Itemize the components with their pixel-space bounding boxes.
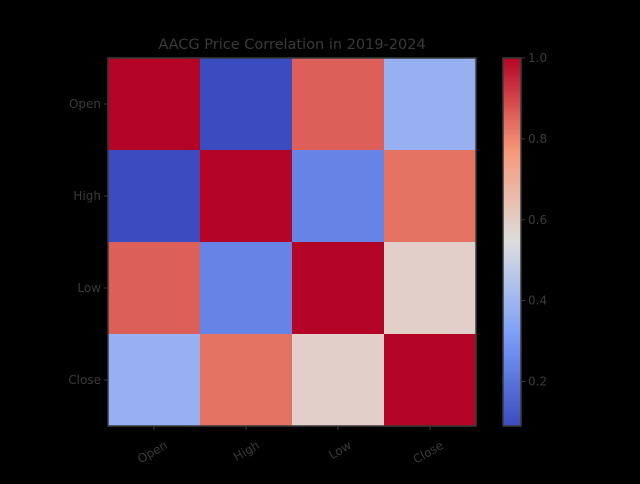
heatmap-cell-high-close <box>384 150 477 243</box>
heatmap-cell-close-close <box>384 334 477 427</box>
x-tick-label: Low <box>326 438 354 462</box>
y-tick-label: Close <box>68 373 101 387</box>
heatmap-cell-high-low <box>292 150 385 243</box>
heatmap-cell-high-open <box>108 150 201 243</box>
colorbar-tick-label: 1.0 <box>528 51 547 65</box>
heatmap-cell-low-close <box>384 242 477 335</box>
colorbar-tick-label: 0.6 <box>528 213 547 227</box>
colorbar-tick-label: 0.4 <box>528 294 547 308</box>
colorbar-ticks: 0.2 0.4 0.6 0.8 1.0 <box>521 51 547 389</box>
heatmap-cell-open-open <box>108 58 201 151</box>
x-axis-tick-labels: Open High Low Close <box>135 426 446 467</box>
x-tick-label: Open <box>135 438 170 466</box>
x-tick-label: High <box>231 438 262 464</box>
y-tick-label: Open <box>69 97 101 111</box>
heatmap-cell-low-high <box>200 242 293 335</box>
heatmap-cell-close-low <box>292 334 385 427</box>
y-tick-label: Low <box>77 281 101 295</box>
x-tick-label: Close <box>411 438 446 466</box>
colorbar <box>502 57 522 427</box>
heatmap-cell-open-high <box>200 58 293 151</box>
y-axis-tick-labels: Open High Low Close <box>68 97 108 387</box>
heatmap-cell-low-open <box>108 242 201 335</box>
colorbar-tick-label: 0.8 <box>528 132 547 146</box>
heatmap-cell-close-open <box>108 334 201 427</box>
chart-title: AACG Price Correlation in 2019-2024 <box>158 37 425 53</box>
heatmap-cell-open-close <box>384 58 477 151</box>
y-tick-label: High <box>73 189 101 203</box>
colorbar-tick-label: 0.2 <box>528 375 547 389</box>
heatmap-cell-high-high <box>200 150 293 243</box>
heatmap-cell-low-low <box>292 242 385 335</box>
heatmap-frame <box>107 57 477 427</box>
heatmap-cell-open-low <box>292 58 385 151</box>
heatmap-cell-close-high <box>200 334 293 427</box>
heatmap-cells <box>108 58 477 427</box>
